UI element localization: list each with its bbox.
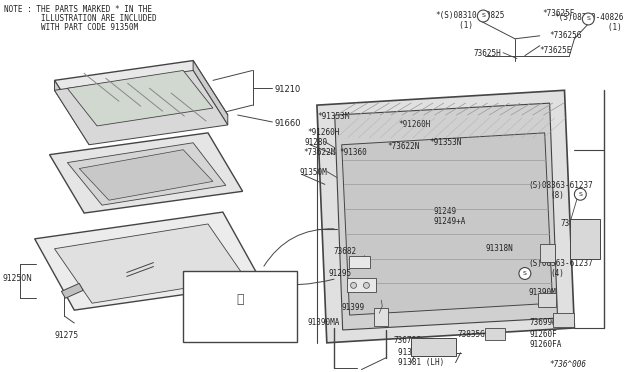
- Text: *91260H: *91260H: [398, 120, 431, 129]
- Text: NO SUNROOF: NO SUNROOF: [214, 276, 265, 285]
- Text: 91210: 91210: [275, 85, 301, 94]
- Text: 73625H: 73625H: [474, 49, 501, 58]
- Text: *91260H: *91260H: [307, 128, 339, 137]
- Text: 91275: 91275: [54, 331, 79, 340]
- Text: 91390M: 91390M: [529, 288, 557, 297]
- Bar: [538, 293, 556, 307]
- Polygon shape: [335, 103, 557, 330]
- Text: *73625E: *73625E: [540, 46, 572, 55]
- Bar: [552, 313, 575, 327]
- Bar: [485, 328, 505, 340]
- Text: WITH PART CODE 91350M: WITH PART CODE 91350M: [4, 23, 138, 32]
- Text: *73625G: *73625G: [550, 31, 582, 40]
- Text: ILLUSTRATION ARE INCLUDED: ILLUSTRATION ARE INCLUDED: [4, 14, 157, 23]
- Text: *91360: *91360: [340, 148, 367, 157]
- Polygon shape: [35, 212, 262, 310]
- Polygon shape: [67, 70, 213, 126]
- Text: *91353M: *91353M: [317, 112, 349, 121]
- Text: 91380 (RH): 91380 (RH): [398, 348, 444, 357]
- Polygon shape: [342, 133, 552, 315]
- Text: 91381 (LH): 91381 (LH): [398, 357, 444, 367]
- Text: *736^006: *736^006: [550, 360, 587, 369]
- Text: (8): (8): [550, 191, 564, 200]
- Polygon shape: [193, 61, 228, 125]
- Circle shape: [582, 13, 594, 25]
- Text: 91260F: 91260F: [530, 330, 557, 339]
- Bar: [374, 308, 388, 326]
- Text: 91249: 91249: [434, 207, 457, 216]
- Text: S: S: [586, 16, 590, 22]
- Text: 91390MA: 91390MA: [307, 318, 339, 327]
- Circle shape: [351, 282, 356, 288]
- Text: 91380EA: 91380EA: [222, 326, 257, 335]
- Text: 91260FA: 91260FA: [530, 340, 562, 349]
- Polygon shape: [61, 283, 83, 298]
- Text: 91250N: 91250N: [3, 274, 33, 283]
- Polygon shape: [79, 150, 213, 200]
- Circle shape: [364, 282, 369, 288]
- Text: *73622M: *73622M: [303, 148, 335, 157]
- Polygon shape: [67, 143, 226, 205]
- Text: S: S: [579, 192, 582, 197]
- Circle shape: [575, 188, 586, 200]
- Text: 73835GA: 73835GA: [458, 330, 490, 339]
- Polygon shape: [54, 80, 89, 145]
- Text: 91660: 91660: [275, 119, 301, 128]
- Text: *91353N: *91353N: [430, 138, 462, 147]
- Circle shape: [477, 10, 489, 22]
- Polygon shape: [49, 133, 243, 213]
- Polygon shape: [317, 90, 575, 343]
- Text: 73835G: 73835G: [561, 219, 588, 228]
- Circle shape: [519, 267, 531, 279]
- Text: 73670C: 73670C: [393, 336, 421, 345]
- Bar: [349, 256, 371, 267]
- Text: 🔑: 🔑: [236, 293, 243, 306]
- Text: *73622N: *73622N: [387, 142, 420, 151]
- Text: *(S)08310-40826: *(S)08310-40826: [555, 13, 624, 22]
- Bar: [570, 219, 600, 259]
- Polygon shape: [54, 224, 246, 303]
- Text: (4): (4): [550, 269, 564, 278]
- Text: NOTE : THE PARTS MARKED * IN THE: NOTE : THE PARTS MARKED * IN THE: [4, 5, 152, 14]
- Text: 91380E: 91380E: [225, 315, 255, 324]
- Bar: [411, 338, 456, 356]
- FancyBboxPatch shape: [183, 270, 297, 342]
- Text: (1): (1): [436, 21, 473, 30]
- Text: 91249+A: 91249+A: [434, 217, 466, 226]
- Text: *73625F: *73625F: [543, 9, 575, 18]
- Text: *(S)08310-40825: *(S)08310-40825: [436, 11, 505, 20]
- Text: S: S: [481, 13, 485, 19]
- Text: 91350M: 91350M: [299, 167, 327, 177]
- Bar: [540, 244, 555, 262]
- Bar: [347, 279, 376, 292]
- Polygon shape: [54, 61, 228, 135]
- Text: (S)08363-61237: (S)08363-61237: [529, 259, 593, 267]
- Text: 91318N: 91318N: [485, 244, 513, 253]
- Text: 73699H: 73699H: [530, 318, 557, 327]
- Text: (1): (1): [594, 23, 622, 32]
- Text: S: S: [523, 271, 527, 276]
- Text: 73682: 73682: [333, 247, 357, 256]
- Text: 91280: 91280: [304, 138, 327, 147]
- Text: 91399: 91399: [342, 303, 365, 312]
- Text: 91295: 91295: [329, 269, 352, 278]
- Text: (S)08363-61237: (S)08363-61237: [529, 182, 593, 190]
- Polygon shape: [54, 70, 228, 145]
